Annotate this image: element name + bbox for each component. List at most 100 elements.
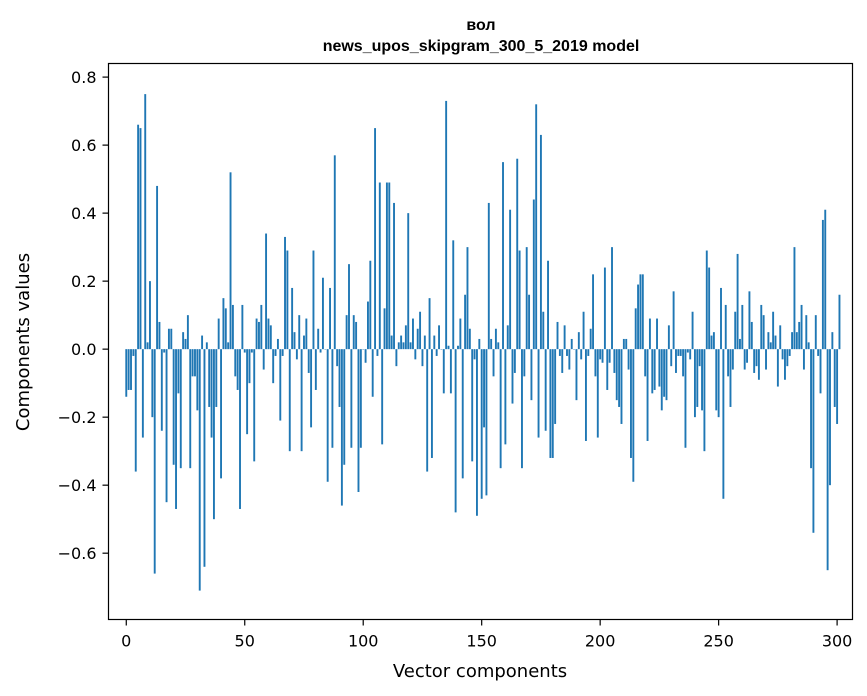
- bar-15: [160, 349, 163, 431]
- bar-177: [544, 349, 547, 431]
- bar-167: [521, 349, 523, 469]
- bar-275: [776, 349, 779, 387]
- bar-289: [810, 349, 812, 469]
- bar-106: [376, 349, 379, 356]
- bar-72: [295, 349, 298, 360]
- bar-136: [447, 345, 450, 350]
- bar-191: [577, 332, 580, 350]
- bar-291: [814, 315, 817, 350]
- bar-193: [582, 311, 585, 350]
- bar-64: [276, 338, 279, 350]
- bar-10: [149, 281, 151, 350]
- bar-153: [487, 202, 490, 350]
- bar-56: [258, 321, 260, 350]
- chart-subtitle: news_upos_skipgram_300_5_2019 model: [323, 38, 640, 55]
- bar-224: [656, 318, 658, 350]
- bar-238: [689, 349, 692, 360]
- bar-268: [760, 304, 763, 350]
- bar-135: [445, 100, 448, 350]
- x-axis-label: Vector components: [393, 661, 567, 682]
- bar-60: [267, 318, 270, 350]
- bar-296: [826, 349, 829, 571]
- bar-115: [397, 342, 400, 350]
- bar-256: [731, 349, 734, 370]
- bar-170: [528, 294, 531, 350]
- bar-66: [281, 349, 284, 356]
- bar-50: [243, 349, 246, 353]
- bar-174: [537, 349, 540, 438]
- bar-231: [672, 291, 675, 350]
- bar-70: [291, 287, 294, 350]
- bar-25: [184, 338, 187, 350]
- bar-196: [589, 328, 592, 350]
- bar-123: [416, 328, 419, 350]
- bar-108: [381, 349, 384, 445]
- bar-276: [779, 325, 782, 350]
- bar-7: [141, 349, 144, 438]
- bar-152: [485, 349, 488, 496]
- bar-239: [691, 311, 694, 350]
- bar-121: [412, 318, 414, 350]
- bar-252: [722, 349, 725, 499]
- bar-274: [774, 335, 777, 350]
- bar-176: [542, 311, 545, 350]
- bar-269: [762, 315, 765, 350]
- x-axis: 0 50 100 150 200 250 300: [121, 619, 853, 651]
- bar-251: [720, 287, 722, 350]
- bar-86: [329, 287, 331, 350]
- y-tick-label: −0.6: [58, 544, 97, 563]
- bar-23: [179, 349, 182, 469]
- bar-80: [314, 349, 317, 390]
- bar-298: [831, 332, 834, 350]
- bar-52: [248, 349, 251, 384]
- bar-139: [454, 349, 457, 513]
- bar-39: [217, 318, 220, 350]
- bar-142: [461, 349, 464, 479]
- bar-165: [516, 158, 519, 350]
- bar-215: [634, 308, 637, 350]
- bar-44: [229, 172, 232, 350]
- bar-162: [509, 209, 512, 350]
- bar-228: [665, 349, 668, 401]
- bar-295: [824, 209, 827, 350]
- y-axis: −0.6 −0.4 −0.2 0.0 0.2 0.4 0.6 0.8: [58, 68, 109, 563]
- bar-57: [260, 304, 263, 350]
- bar-250: [717, 349, 720, 418]
- bar-49: [241, 304, 244, 350]
- x-tick-label: 300: [822, 632, 853, 651]
- y-tick-label: −0.4: [58, 476, 97, 495]
- bar-217: [639, 274, 642, 350]
- bar-211: [625, 338, 628, 350]
- bar-286: [802, 349, 805, 370]
- bar-130: [433, 335, 436, 350]
- bar-169: [525, 247, 528, 350]
- bar-3: [132, 349, 135, 356]
- bar-258: [736, 253, 739, 350]
- bar-98: [357, 349, 360, 492]
- bar-279: [786, 349, 789, 367]
- bar-151: [483, 349, 486, 428]
- bar-2: [130, 349, 132, 390]
- bar-150: [480, 349, 483, 499]
- bar-200: [599, 349, 602, 360]
- bar-227: [663, 349, 666, 397]
- bar-34: [205, 342, 208, 350]
- bar-59: [265, 233, 268, 350]
- bar-277: [781, 349, 784, 360]
- bar-241: [696, 349, 699, 407]
- bar-102: [367, 301, 369, 350]
- bar-82: [319, 349, 322, 353]
- bar-144: [466, 247, 469, 350]
- bar-38: [215, 349, 218, 407]
- bar-244: [703, 349, 706, 452]
- bar-163: [511, 349, 514, 404]
- bar-11: [151, 349, 154, 418]
- bar-79: [312, 250, 315, 350]
- bar-91: [340, 349, 343, 506]
- y-tick-label: 0.6: [71, 136, 96, 155]
- bar-146: [471, 349, 474, 462]
- bar-129: [430, 349, 433, 458]
- bar-300: [836, 349, 839, 424]
- y-tick-label: 0.4: [71, 204, 96, 223]
- bar-73: [298, 315, 301, 350]
